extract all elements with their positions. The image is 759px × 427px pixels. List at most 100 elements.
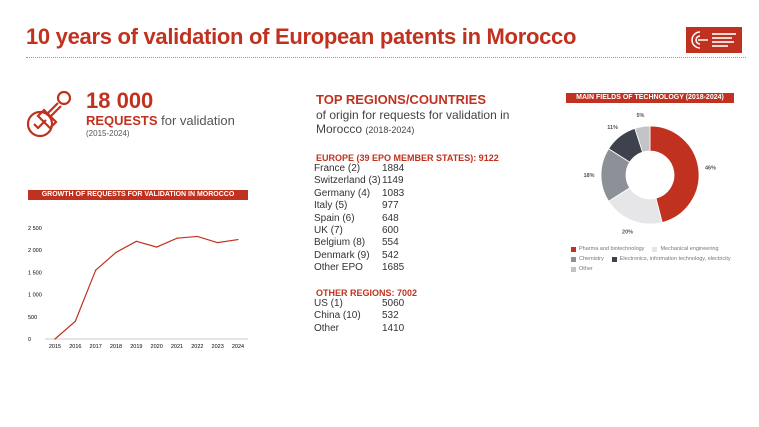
regions-title: TOP REGIONS/COUNTRIES xyxy=(316,92,486,107)
legend-swatch xyxy=(571,256,576,262)
slice-label: 18% xyxy=(583,173,594,179)
page-title: 10 years of validation of European paten… xyxy=(26,24,577,49)
table-row: Italy (5) 977 xyxy=(314,200,404,212)
legend-label: Chemistry xyxy=(579,256,604,262)
table-row: Belgium (8) 554 xyxy=(314,237,404,249)
cell-value: 5060 xyxy=(382,298,405,309)
cell-name: China (10) xyxy=(314,310,361,322)
x-tick-label: 2015 xyxy=(49,344,61,350)
slice-label: 46% xyxy=(705,165,716,171)
data-point xyxy=(135,240,137,242)
legend-item: Chemistry xyxy=(571,256,604,262)
cell-name: Germany (4) xyxy=(314,187,371,199)
x-tick-label: 2017 xyxy=(90,344,102,350)
europe-table: France (2) 1884 Switzerland (3) 1149 Germany… xyxy=(314,163,404,275)
cell-name: Other xyxy=(314,322,340,334)
x-tick-label: 2021 xyxy=(171,344,183,350)
europe-heading: EUROPE (39 EPO MEMBER STATES): 9122 xyxy=(316,153,499,163)
pie-legend: Pharma and biotechnology Mechanical engin… xyxy=(571,246,746,272)
cell-value: 1884 xyxy=(382,163,405,174)
cell-name: US (1) xyxy=(314,298,343,309)
slice-label: 11% xyxy=(607,125,618,131)
legend-item: Other xyxy=(571,266,593,272)
cell-name: France (2) xyxy=(314,163,361,174)
table-row: China (10) 532 xyxy=(314,310,404,322)
table-row: Other 1410 xyxy=(314,323,404,335)
headline-label-rest: for validation xyxy=(157,113,235,128)
pie-chart-title: MAIN FIELDS OF TECHNOLOGY (2018-2024) xyxy=(566,93,734,103)
regions-subtitle-text: of origin for requests for validation in… xyxy=(316,108,510,136)
legend-label: Pharma and biotechnology xyxy=(579,246,645,252)
regions-subtitle: of origin for requests for validation in… xyxy=(316,108,546,137)
headline-number: 18 000 xyxy=(86,88,154,113)
legend-item: Pharma and biotechnology xyxy=(571,246,644,252)
cell-value: 1410 xyxy=(382,322,405,334)
table-row: Other EPO 1685 xyxy=(314,262,404,274)
cell-value: 977 xyxy=(382,200,399,212)
x-tick-label: 2024 xyxy=(232,344,244,350)
data-point xyxy=(196,235,198,238)
line-chart: 0 500 1 000 1 500 2 000 2 500 2015 2016 2017 2018… xyxy=(28,226,248,350)
legend-label: Electronics, information technology, ele… xyxy=(619,256,731,262)
cell-name: Other EPO xyxy=(314,262,363,274)
data-point xyxy=(176,237,178,239)
legend-item: Electronics, information technology, ele… xyxy=(611,256,731,262)
other-table: US (1) 5060 China (10) 532 Other 1410 xyxy=(314,298,404,335)
x-tick-label: 2019 xyxy=(130,344,142,350)
legend-swatch xyxy=(611,256,617,262)
table-row: UK (7) 600 xyxy=(314,225,404,237)
other-heading: OTHER REGIONS: 7002 xyxy=(316,288,418,298)
series-line xyxy=(54,235,239,340)
cell-name: Switzerland (3) xyxy=(314,175,381,187)
cell-name: Spain (6) xyxy=(314,212,355,224)
data-point xyxy=(156,246,158,248)
legend-label: Mechanical engineering xyxy=(660,246,719,252)
legend-swatch xyxy=(652,246,658,252)
y-tick-label: 2 500 xyxy=(28,226,42,232)
legend-swatch xyxy=(571,246,576,252)
table-row: France (2) 1884 xyxy=(314,163,404,175)
x-tick-label: 2022 xyxy=(191,344,203,350)
cell-value: 1685 xyxy=(382,262,405,274)
line-chart-title: GROWTH OF REQUESTS FOR VALIDATION IN MOR… xyxy=(28,190,248,200)
cell-name: Italy (5) xyxy=(314,200,348,212)
headline-period: (2015-2024) xyxy=(86,129,130,138)
table-row: Germany (4) 1083 xyxy=(314,188,404,200)
y-tick-label: 0 xyxy=(28,337,31,343)
slice-label: 5% xyxy=(636,113,644,119)
epo-logo xyxy=(686,27,742,53)
legend-swatch xyxy=(571,266,576,272)
cell-value: 1149 xyxy=(382,175,404,187)
stamp-check-icon xyxy=(24,86,78,145)
pie-chart: 46% 20% 18% 11% 5% xyxy=(583,113,716,236)
cell-value: 542 xyxy=(382,249,399,261)
cell-name: Belgium (8) xyxy=(314,237,366,249)
y-tick-label: 1 000 xyxy=(28,293,42,299)
x-tick-label: 2023 xyxy=(212,344,224,350)
table-row: US (1) 5060 xyxy=(314,298,404,310)
cell-name: Denmark (9) xyxy=(314,249,370,261)
cell-name: UK (7) xyxy=(314,225,343,237)
table-row: Spain (6) 648 xyxy=(314,213,404,225)
slice-label: 20% xyxy=(622,230,633,236)
cell-value: 554 xyxy=(382,237,399,249)
divider xyxy=(26,57,746,58)
pie-slice xyxy=(634,125,651,153)
data-point xyxy=(54,338,56,340)
headline-label-bold: REQUESTS xyxy=(86,113,158,128)
regions-subtitle-period: (2018-2024) xyxy=(365,125,415,135)
table-row: Switzerland (3) 1149 xyxy=(314,175,404,187)
legend-item: Mechanical engineering xyxy=(652,246,719,252)
cell-value: 648 xyxy=(382,212,399,224)
headline-label: REQUESTS for validation xyxy=(86,113,235,128)
data-point xyxy=(217,242,219,244)
table-row: Denmark (9) 542 xyxy=(314,250,404,262)
x-tick-label: 2020 xyxy=(151,344,163,350)
x-tick-label: 2018 xyxy=(110,344,122,350)
data-point xyxy=(95,269,97,271)
data-point xyxy=(74,320,76,322)
y-tick-label: 1 500 xyxy=(28,270,42,276)
y-tick-label: 500 xyxy=(28,315,37,321)
cell-value: 600 xyxy=(382,225,399,237)
data-point xyxy=(237,238,239,241)
